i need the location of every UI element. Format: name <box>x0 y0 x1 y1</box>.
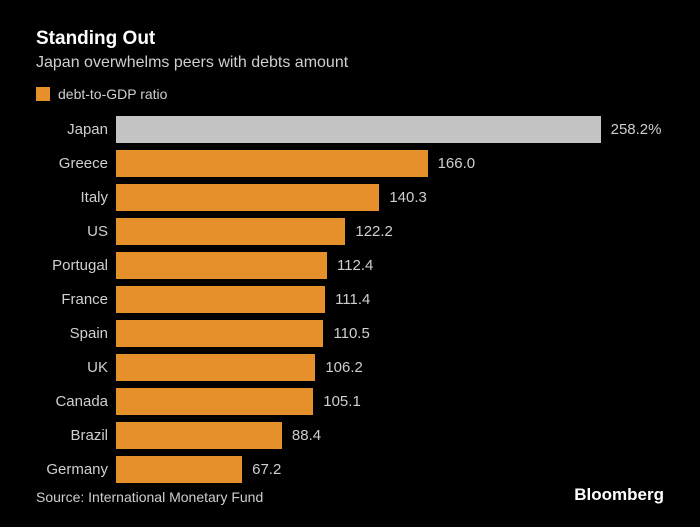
category-label: Canada <box>36 393 116 410</box>
chart-area: Japan 258.2% Greece 166.0 Italy 140.3 US 122.2 P… <box>36 112 664 486</box>
value-label: 111.4 <box>335 291 370 308</box>
value-label: 88.4 <box>292 427 321 444</box>
legend-swatch <box>36 87 50 101</box>
bar-plot-cell: 112.4 <box>116 248 664 282</box>
bar-row: US 122.2 <box>36 214 664 248</box>
bar <box>116 150 428 177</box>
category-label: UK <box>36 359 116 376</box>
bar-row: Canada 105.1 <box>36 384 664 418</box>
category-label: Germany <box>36 461 116 478</box>
value-label: 106.2 <box>325 359 363 376</box>
bar <box>116 320 323 347</box>
bar-plot-cell: 140.3 <box>116 180 664 214</box>
bar-plot-cell: 258.2% <box>116 112 664 146</box>
chart-subtitle: Japan overwhelms peers with debts amount <box>36 54 664 72</box>
bar-row: France 111.4 <box>36 282 664 316</box>
chart-container: Standing Out Japan overwhelms peers with… <box>0 0 700 527</box>
value-label: 166.0 <box>438 155 476 172</box>
bar-plot-cell: 106.2 <box>116 350 664 384</box>
bar-row: Germany 67.2 <box>36 452 664 486</box>
bar <box>116 218 345 245</box>
value-label: 258.2% <box>611 121 662 138</box>
bar-row: Japan 258.2% <box>36 112 664 146</box>
source-text: Source: International Monetary Fund <box>36 489 263 505</box>
brand-logo: Bloomberg <box>574 485 664 505</box>
bar <box>116 456 242 483</box>
value-label: 105.1 <box>323 393 361 410</box>
bar-row: Brazil 88.4 <box>36 418 664 452</box>
value-label: 112.4 <box>337 257 373 274</box>
bar-plot-cell: 110.5 <box>116 316 664 350</box>
bar <box>116 354 315 381</box>
bar-row: Spain 110.5 <box>36 316 664 350</box>
bar-plot-cell: 88.4 <box>116 418 664 452</box>
bar <box>116 252 327 279</box>
category-label: Spain <box>36 325 116 342</box>
value-label: 140.3 <box>389 189 427 206</box>
category-label: US <box>36 223 116 240</box>
bar-row: Italy 140.3 <box>36 180 664 214</box>
chart-title: Standing Out <box>36 28 664 50</box>
value-label: 122.2 <box>355 223 393 240</box>
bar <box>116 184 379 211</box>
bar-plot-cell: 67.2 <box>116 452 664 486</box>
bar-plot-cell: 111.4 <box>116 282 664 316</box>
bar <box>116 388 313 415</box>
bar-row: Portugal 112.4 <box>36 248 664 282</box>
value-label: 67.2 <box>252 461 281 478</box>
legend-label: debt-to-GDP ratio <box>58 86 167 102</box>
legend: debt-to-GDP ratio <box>36 86 664 102</box>
bar-plot-cell: 166.0 <box>116 146 664 180</box>
category-label: France <box>36 291 116 308</box>
category-label: Brazil <box>36 427 116 444</box>
value-label: 110.5 <box>333 325 369 342</box>
bar <box>116 286 325 313</box>
category-label: Italy <box>36 189 116 206</box>
footer: Source: International Monetary Fund Bloo… <box>36 485 664 505</box>
category-label: Greece <box>36 155 116 172</box>
bar <box>116 116 601 143</box>
bar-plot-cell: 105.1 <box>116 384 664 418</box>
bar <box>116 422 282 449</box>
category-label: Portugal <box>36 257 116 274</box>
bar-row: UK 106.2 <box>36 350 664 384</box>
bar-plot-cell: 122.2 <box>116 214 664 248</box>
category-label: Japan <box>36 121 116 138</box>
bar-row: Greece 166.0 <box>36 146 664 180</box>
